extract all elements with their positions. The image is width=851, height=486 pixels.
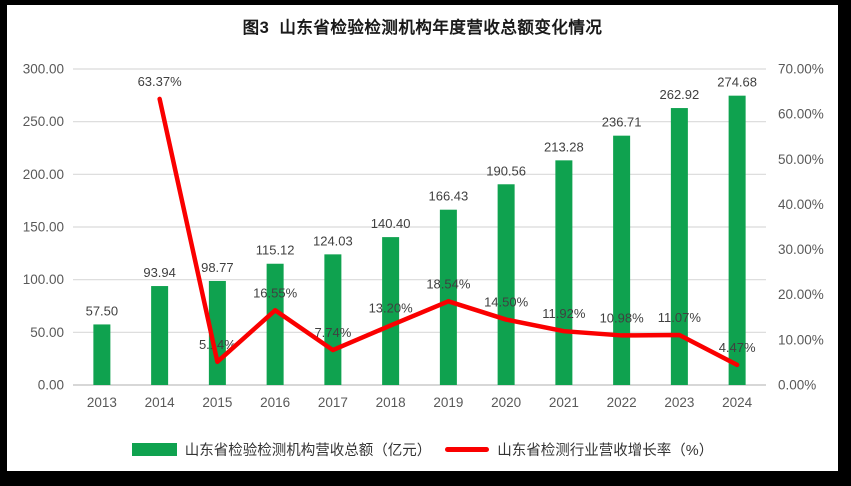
legend-item-growth: 山东省检测行业营收增长率（%） — [445, 439, 713, 460]
bar-2021 — [555, 160, 573, 385]
bar-value-label: 57.50 — [86, 303, 119, 318]
growth-point-label: 5.14% — [199, 337, 236, 352]
bar-value-label: 190.56 — [486, 163, 526, 178]
bar-2020 — [497, 184, 515, 385]
growth-point-label: 13.20% — [369, 300, 414, 315]
bar-value-label: 124.03 — [313, 233, 353, 248]
right-axis-tick-label: 30.00% — [778, 242, 824, 257]
x-axis-tick-label: 2015 — [202, 395, 232, 410]
bar-2019 — [439, 209, 457, 385]
legend: 山东省检验检测机构营收总额（亿元） 山东省检测行业营收增长率（%） — [7, 435, 838, 463]
x-axis-tick-label: 2014 — [145, 395, 176, 410]
left-axis-tick-label: 150.00 — [23, 220, 64, 235]
bar-2023 — [670, 108, 688, 385]
bar-value-label: 115.12 — [256, 243, 295, 258]
bar-2022 — [613, 135, 631, 385]
right-axis-tick-label: 60.00% — [778, 107, 824, 122]
x-axis-tick-label: 2021 — [549, 395, 579, 410]
bar-2014 — [151, 286, 169, 385]
left-axis-tick-label: 100.00 — [23, 272, 64, 287]
growth-point-label: 4.47% — [719, 340, 756, 355]
left-axis-tick-label: 200.00 — [23, 167, 64, 182]
bar-value-label: 166.43 — [428, 189, 468, 204]
left-axis-tick-label: 0.00 — [38, 378, 64, 393]
x-axis-tick-label: 2023 — [664, 395, 694, 410]
chart-canvas: 图3 山东省检验检测机构年度营收总额变化情况 300.00 250.00 200.0… — [7, 5, 838, 471]
bar-value-label: 140.40 — [371, 216, 411, 231]
bar-value-label: 274.68 — [717, 75, 757, 90]
growth-point-label: 16.55% — [253, 285, 298, 300]
growth-point-label: 7.74% — [314, 325, 351, 340]
x-axis-tick-label: 2016 — [260, 395, 290, 410]
bar-2016 — [266, 263, 284, 385]
chart-title: 图3 山东省检验检测机构年度营收总额变化情况 — [242, 19, 603, 37]
x-axis-tick-label: 2024 — [722, 395, 753, 410]
legend-label-growth: 山东省检测行业营收增长率（%） — [497, 442, 714, 459]
right-axis-tick-label: 70.00% — [778, 62, 824, 77]
left-axis-tick-label: 50.00 — [30, 325, 64, 340]
bar-2018 — [382, 237, 400, 385]
legend-item-revenue: 山东省检验检测机构营收总额（亿元） — [131, 439, 432, 460]
legend-line-swatch — [445, 446, 490, 452]
left-axis-tick-label: 300.00 — [23, 62, 64, 77]
growth-point-label: 63.37% — [138, 74, 183, 89]
growth-point-label: 10.98% — [600, 310, 645, 325]
growth-line — [157, 96, 740, 368]
bar-2017 — [324, 254, 342, 385]
x-axis-tick-label: 2022 — [607, 395, 637, 410]
bar-value-label: 262.92 — [659, 87, 699, 102]
bar-value-label: 98.77 — [201, 260, 234, 275]
bar-2024 — [728, 95, 746, 385]
legend-label-revenue: 山东省检验检测机构营收总额（亿元） — [184, 442, 432, 459]
bar-value-label: 93.94 — [143, 265, 176, 280]
left-axis-tick-label: 250.00 — [23, 114, 64, 129]
x-axis-tick-label: 2019 — [433, 395, 463, 410]
right-axis-tick-label: 10.00% — [778, 332, 824, 347]
bar-value-label: 236.71 — [602, 115, 642, 130]
x-axis-tick-label: 2017 — [318, 395, 348, 410]
plot-area: 300.00 250.00 200.00 150.00 100.00 50.00 0.00 7… — [23, 62, 824, 411]
x-axis-tick-label: 2018 — [376, 395, 406, 410]
x-axis-tick-label: 2020 — [491, 395, 521, 410]
right-axis-tick-label: 20.00% — [778, 287, 824, 302]
growth-point-label: 18.54% — [426, 276, 471, 291]
growth-point-label: 11.07% — [658, 310, 702, 325]
legend-bar-swatch — [131, 442, 177, 456]
x-axis-tick-label: 2013 — [87, 395, 117, 410]
growth-point-label: 14.50% — [484, 295, 529, 310]
bar-value-label: 213.28 — [544, 139, 584, 154]
right-axis-tick-label: 0.00% — [778, 378, 816, 393]
right-axis-tick-label: 40.00% — [778, 197, 824, 212]
growth-point-label: 11.92% — [542, 306, 586, 321]
right-axis-tick-label: 50.00% — [778, 152, 824, 167]
bar-2013 — [93, 324, 111, 385]
